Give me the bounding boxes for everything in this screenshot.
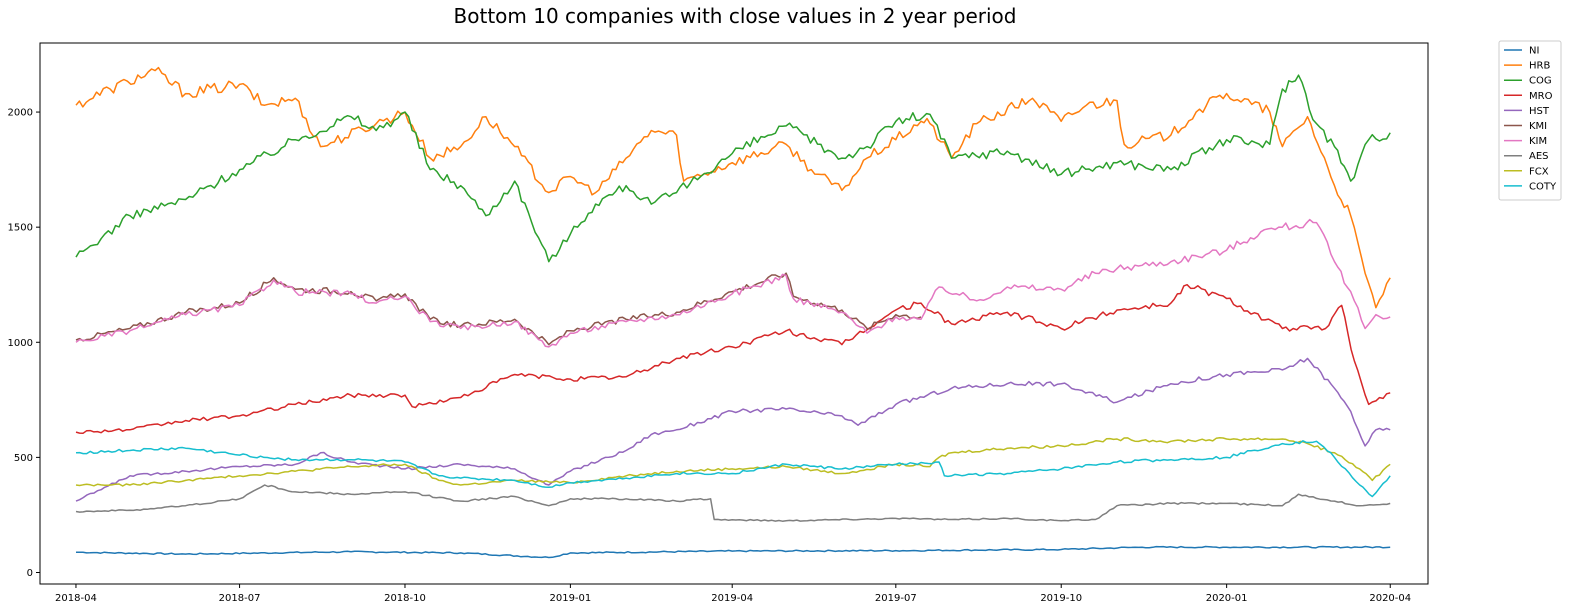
legend-label: COTY — [1529, 181, 1557, 192]
x-tick-label: 2018-07 — [219, 593, 261, 604]
plot-frame — [39, 42, 1429, 585]
x-tick-label: 2020-04 — [1369, 593, 1411, 604]
series-line-aes — [75, 484, 1391, 522]
y-tick-label: 0 — [27, 568, 33, 579]
x-tick-label: 2019-10 — [1040, 593, 1082, 604]
y-tick-label: 1000 — [8, 338, 33, 349]
legend-label: KIM — [1529, 136, 1547, 147]
x-tick-label: 2019-01 — [549, 593, 591, 604]
series-layer — [75, 66, 1391, 559]
series-line-kmi — [75, 272, 922, 346]
series-line-kim — [75, 218, 1391, 348]
series-line-ni — [75, 545, 1391, 559]
series-line-hst — [75, 357, 1391, 502]
x-axis: 2018-04 2018-07 2018-10 2019-01 2019-04 2019-… — [55, 584, 1411, 604]
legend-label: MRO — [1529, 91, 1553, 102]
y-tick-label: 500 — [14, 453, 33, 464]
legend-label: NI — [1529, 46, 1539, 57]
y-axis: 0 500 1000 1500 2000 — [8, 108, 40, 579]
x-tick-label: 2019-04 — [711, 593, 753, 604]
y-tick-label: 2000 — [8, 108, 33, 119]
legend-label: HST — [1529, 106, 1550, 117]
legend-label: AES — [1529, 151, 1549, 162]
legend-label: COG — [1529, 76, 1552, 87]
series-line-mro — [75, 283, 1391, 434]
x-tick-label: 2018-10 — [384, 593, 426, 604]
x-tick-label: 2019-07 — [875, 593, 917, 604]
series-line-coty — [75, 440, 1391, 498]
legend-label: FCX — [1529, 166, 1549, 177]
series-line-cog — [75, 74, 1391, 263]
y-tick-label: 1500 — [8, 223, 33, 234]
x-tick-label: 2018-04 — [55, 593, 97, 604]
x-tick-label: 2020-01 — [1206, 593, 1248, 604]
legend: NI HRB COG MRO HST KMI KIM AES FCX COTY — [1498, 40, 1562, 201]
chart-title: Bottom 10 companies with close values in… — [453, 4, 1017, 28]
legend-label: HRB — [1529, 61, 1550, 72]
legend-label: KMI — [1529, 121, 1547, 132]
series-line-fcx — [75, 437, 1391, 487]
series-line-hrb — [75, 66, 1391, 309]
